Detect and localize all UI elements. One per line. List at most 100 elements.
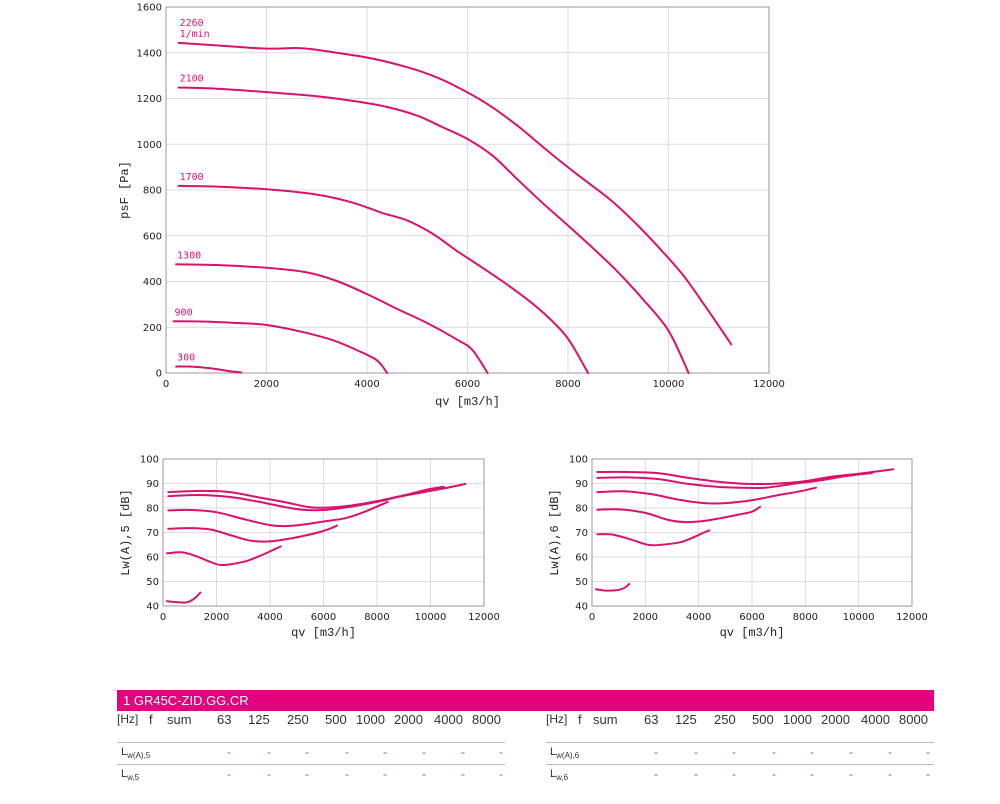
x-tick-label: 6000 xyxy=(455,379,480,390)
y-tick-label: 60 xyxy=(575,553,588,564)
hz-unit: [Hz] xyxy=(546,712,568,726)
series-line xyxy=(167,483,467,512)
col-sum: sum xyxy=(593,712,618,727)
series-line xyxy=(177,86,690,374)
series-line xyxy=(177,41,733,346)
y-tick-label: 80 xyxy=(146,504,159,515)
cell-value: - xyxy=(499,767,503,781)
y-tick-label: 40 xyxy=(575,602,588,613)
sound-table-left: f sum 63 125 250 500 1000 2000 4000 8000… xyxy=(117,712,505,786)
series-line xyxy=(596,529,711,547)
table-row: Lw(A),6 - - - - - - - - xyxy=(546,742,934,764)
series-line xyxy=(175,263,489,374)
sound-table-right: f sum 63 125 250 500 1000 2000 4000 8000… xyxy=(546,712,934,786)
col-8000: 8000 xyxy=(472,712,501,727)
table-title: 1 GR45C-ZID.GG.CR xyxy=(123,693,249,708)
y-tick-label: 0 xyxy=(156,369,162,380)
y-axis-label: Lw(A),5 [dB] xyxy=(119,489,133,575)
x-tick-label: 0 xyxy=(589,612,595,623)
plot-frame xyxy=(165,6,770,374)
series-line xyxy=(166,591,202,604)
cell-value: - xyxy=(267,767,271,781)
y-tick-label: 90 xyxy=(146,479,159,490)
series-label: 2260 xyxy=(180,18,204,29)
x-tick-label: 8000 xyxy=(793,612,818,623)
col-250: 250 xyxy=(714,712,736,727)
cell-value: - xyxy=(305,745,309,759)
col-250: 250 xyxy=(287,712,309,727)
col-1000: 1000 xyxy=(783,712,812,727)
series-label: 1/min xyxy=(180,29,210,40)
y-tick-label: 50 xyxy=(575,577,588,588)
row-label-subscript: w(A),6 xyxy=(556,751,580,761)
col-f: f xyxy=(578,712,582,727)
sound-power-chart-inlet: 0 2000 4000 6000 8000 10000 12000 40 50 60 70 80 90 1… xyxy=(119,455,500,641)
series-line xyxy=(596,468,895,485)
cell-value: - xyxy=(810,745,814,759)
y-tick-label: 40 xyxy=(146,602,159,613)
cell-value: - xyxy=(654,767,658,781)
y-tick-label: 1400 xyxy=(137,48,162,59)
y-tick-label: 200 xyxy=(143,323,162,334)
col-4000: 4000 xyxy=(861,712,890,727)
y-tick-label: 80 xyxy=(575,504,588,515)
plot-frame xyxy=(591,458,913,607)
hz-unit: [Hz] xyxy=(117,712,139,726)
cell-value: - xyxy=(732,745,736,759)
cell-value: - xyxy=(383,745,387,759)
cell-value: - xyxy=(732,767,736,781)
x-tick-label: 4000 xyxy=(686,612,711,623)
y-tick-label: 100 xyxy=(140,455,159,466)
x-axis-label: qv [m3/h] xyxy=(435,395,500,409)
x-tick-label: 12000 xyxy=(753,379,785,390)
series-line xyxy=(167,524,338,543)
row-label: Lw,6 xyxy=(550,768,569,783)
cell-value: - xyxy=(772,745,776,759)
y-tick-label: 1200 xyxy=(137,94,162,105)
pressure-chart: 0 2000 4000 6000 8000 10000 12000 0 200 400 600 800… xyxy=(118,3,785,410)
y-tick-label: 90 xyxy=(575,479,588,490)
col-8000: 8000 xyxy=(899,712,928,727)
cell-value: - xyxy=(461,745,465,759)
y-tick-label: 100 xyxy=(569,455,588,466)
plot-frame xyxy=(162,458,485,607)
series-line xyxy=(596,486,817,505)
row-label: Lw,5 xyxy=(121,768,140,783)
x-tick-label: 2000 xyxy=(254,379,279,390)
col-500: 500 xyxy=(752,712,774,727)
col-2000: 2000 xyxy=(821,712,850,727)
row-label-subscript: w,5 xyxy=(127,773,140,783)
table-title-bar: 1 GR45C-ZID.GG.CR xyxy=(117,690,934,711)
series-line xyxy=(172,320,389,374)
x-tick-label: 2000 xyxy=(633,612,658,623)
x-tick-label: 2000 xyxy=(204,612,229,623)
cell-value: - xyxy=(849,745,853,759)
x-tick-label: 6000 xyxy=(311,612,336,623)
cell-value: - xyxy=(305,767,309,781)
x-tick-label: 6000 xyxy=(739,612,764,623)
series-label: 1700 xyxy=(180,172,204,183)
col-2000: 2000 xyxy=(394,712,423,727)
cell-value: - xyxy=(461,767,465,781)
x-tick-label: 10000 xyxy=(653,379,685,390)
series-line xyxy=(166,545,282,567)
x-tick-label: 0 xyxy=(160,612,166,623)
x-tick-label: 10000 xyxy=(843,612,875,623)
y-tick-label: 600 xyxy=(143,231,162,242)
series-line xyxy=(596,505,761,524)
sound-data-table: 1 GR45C-ZID.GG.CR f sum 63 125 250 500 1… xyxy=(117,690,934,782)
cell-value: - xyxy=(694,767,698,781)
table-row: Lw(A),5 - - - - - - - - xyxy=(117,742,505,764)
y-tick-label: 50 xyxy=(146,577,159,588)
row-label: Lw(A),6 xyxy=(550,746,580,761)
x-tick-label: 8000 xyxy=(364,612,389,623)
table-header-row: f sum 63 125 250 500 1000 2000 4000 8000… xyxy=(546,712,934,742)
series-line xyxy=(167,500,389,528)
col-63: 63 xyxy=(644,712,659,727)
col-1000: 1000 xyxy=(356,712,385,727)
row-label-subscript: w(A),5 xyxy=(127,751,151,761)
cell-value: - xyxy=(267,745,271,759)
series-line xyxy=(595,583,631,592)
x-tick-label: 8000 xyxy=(555,379,580,390)
series-line xyxy=(177,184,590,374)
